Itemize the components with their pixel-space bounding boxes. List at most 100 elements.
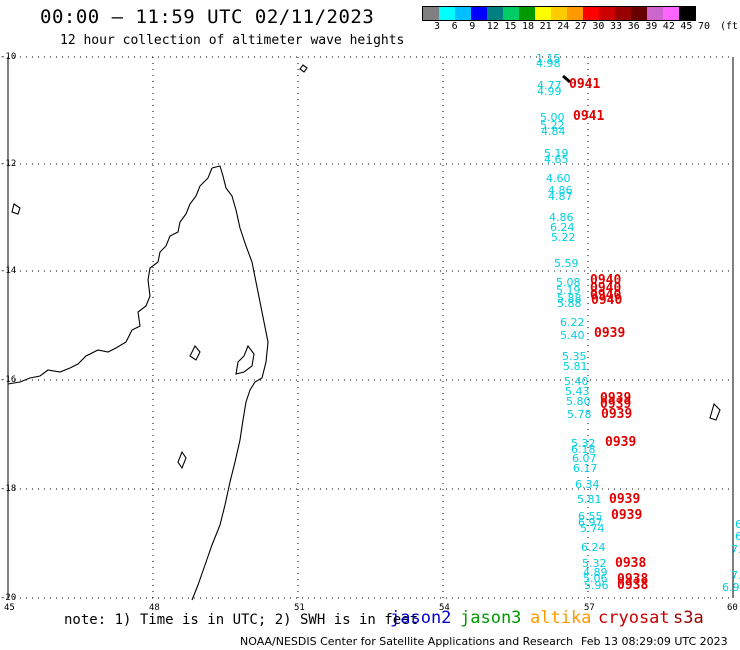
legend-swatch (631, 7, 647, 20)
swh-value: 5.43 (565, 385, 590, 398)
lon-label: 48 (149, 603, 160, 613)
legend-swatch (599, 7, 615, 20)
legend-swatch (551, 7, 567, 20)
swh-value: 4.86 (548, 184, 573, 197)
legend-swatch (663, 7, 679, 20)
swh-value: 5.35 (562, 350, 587, 363)
swh-value: 4.86 (549, 211, 574, 224)
legend-tick: 24 (557, 21, 570, 32)
legend-swatch (487, 7, 503, 20)
swh-value: 5.88 (557, 292, 582, 305)
frame (7, 57, 734, 598)
satellite-cryosat: cryosat (598, 608, 670, 628)
swh-value: 6.18 (571, 443, 596, 456)
swh-value: 6.24 (581, 541, 606, 554)
legend-swatch (439, 7, 455, 20)
swh-value: 5.19 (544, 147, 569, 160)
color-legend (422, 6, 696, 21)
swh-value: 5.40 (564, 375, 589, 388)
swh-value: 5.19 (556, 284, 581, 297)
legend-swatch (503, 7, 519, 20)
legend-swatch (679, 7, 695, 20)
swh-value: 6.24 (550, 221, 575, 234)
legend-swatch (535, 7, 551, 20)
swh-value: 4.77 (537, 79, 562, 92)
swh-value: 6.17 (573, 462, 598, 475)
time-label: 0940 (591, 293, 623, 308)
legend-tick: 15 (504, 21, 517, 32)
swh-value: 6 (735, 530, 740, 543)
time-label: 0939 (605, 435, 637, 450)
satellite-jason3: jason3 (460, 608, 522, 628)
swh-value: 4.89 (583, 566, 608, 579)
time-label: 0939 (611, 508, 643, 523)
swh-value: 6.07 (572, 452, 597, 465)
legend-tick: 27 (574, 21, 587, 32)
legend-tick: 6 (451, 21, 458, 32)
swh-value: 4.60 (546, 172, 571, 185)
swh-value: 5.96 (584, 579, 609, 592)
swh-value: 4.87 (548, 190, 573, 203)
time-label: 0938 (617, 572, 649, 587)
swh-value: 5.32 (582, 557, 607, 570)
legend-tick: 39 (645, 21, 658, 32)
swh-value: 7. (731, 543, 740, 556)
legend-tick: 12 (486, 21, 499, 32)
swh-value: 5.81 (577, 493, 602, 506)
legend-swatch (519, 7, 535, 20)
legend-swatch (471, 7, 487, 20)
swh-value: 6.34 (575, 478, 600, 491)
time-label: 0940 (590, 281, 622, 296)
legend-swatch (647, 7, 663, 20)
swh-value: 5.40 (560, 329, 585, 342)
time-label: 0939 (601, 407, 633, 422)
legend-swatch (423, 7, 439, 20)
lat-label: -10 (0, 52, 17, 62)
satellite-s3a: s3a (673, 608, 704, 628)
footer-timestamp: Feb 13 08:29:09 UTC 2023 (581, 635, 728, 648)
swh-value: 1.15 (536, 52, 561, 65)
swh-value: 6.55 (578, 510, 603, 523)
lon-label: 54 (439, 603, 450, 613)
legend-swatch (583, 7, 599, 20)
time-label: 0938 (615, 556, 647, 571)
swh-value: 5.06 (583, 572, 608, 585)
footer-credit: NOAA/NESDIS Center for Satellite Applica… (240, 635, 574, 648)
time-label: 0940 (590, 273, 622, 288)
map-subtitle: 12 hour collection of altimeter wave hei… (60, 33, 405, 48)
legend-swatch (567, 7, 583, 20)
legend-tick: 33 (610, 21, 623, 32)
track-marker (562, 74, 571, 84)
swh-value: 5.78 (567, 408, 592, 421)
note-text: note: 1) Time is in UTC; 2) SWH is in fe… (64, 612, 419, 628)
swh-value: 5.88 (557, 297, 582, 310)
swh-value: 5.08 (556, 276, 581, 289)
swh-value: 6.9 (722, 581, 740, 594)
lon-label: 45 (4, 603, 15, 613)
time-label: 0938 (617, 578, 649, 593)
legend-swatch (455, 7, 471, 20)
legend-tick: 3 (434, 21, 441, 32)
graticule (8, 56, 733, 599)
coastline-madagascar (7, 64, 721, 601)
legend-tick: 9 (469, 21, 476, 32)
lon-label: 51 (294, 603, 305, 613)
swh-value: 5.00 (540, 111, 565, 124)
swh-value: 6.97 (578, 516, 603, 529)
lat-label: -16 (0, 375, 17, 385)
swh-value: 4.65 (544, 153, 569, 166)
lat-label: -14 (0, 266, 17, 276)
map-title: 00:00 – 11:59 UTC 02/11/2023 (40, 6, 375, 28)
time-label: 0939 (600, 397, 632, 412)
swh-value: 5.22 (551, 231, 576, 244)
swh-value: 4.98 (536, 57, 561, 70)
legend-unit: (ft) (720, 21, 740, 32)
lon-label: 57 (584, 603, 595, 613)
lon-label: 60 (727, 603, 738, 613)
time-label: 0939 (609, 492, 641, 507)
legend-tick: 36 (627, 21, 640, 32)
swh-value: 5.80 (566, 395, 591, 408)
legend-tick: 30 (592, 21, 605, 32)
legend-tick: 21 (539, 21, 552, 32)
